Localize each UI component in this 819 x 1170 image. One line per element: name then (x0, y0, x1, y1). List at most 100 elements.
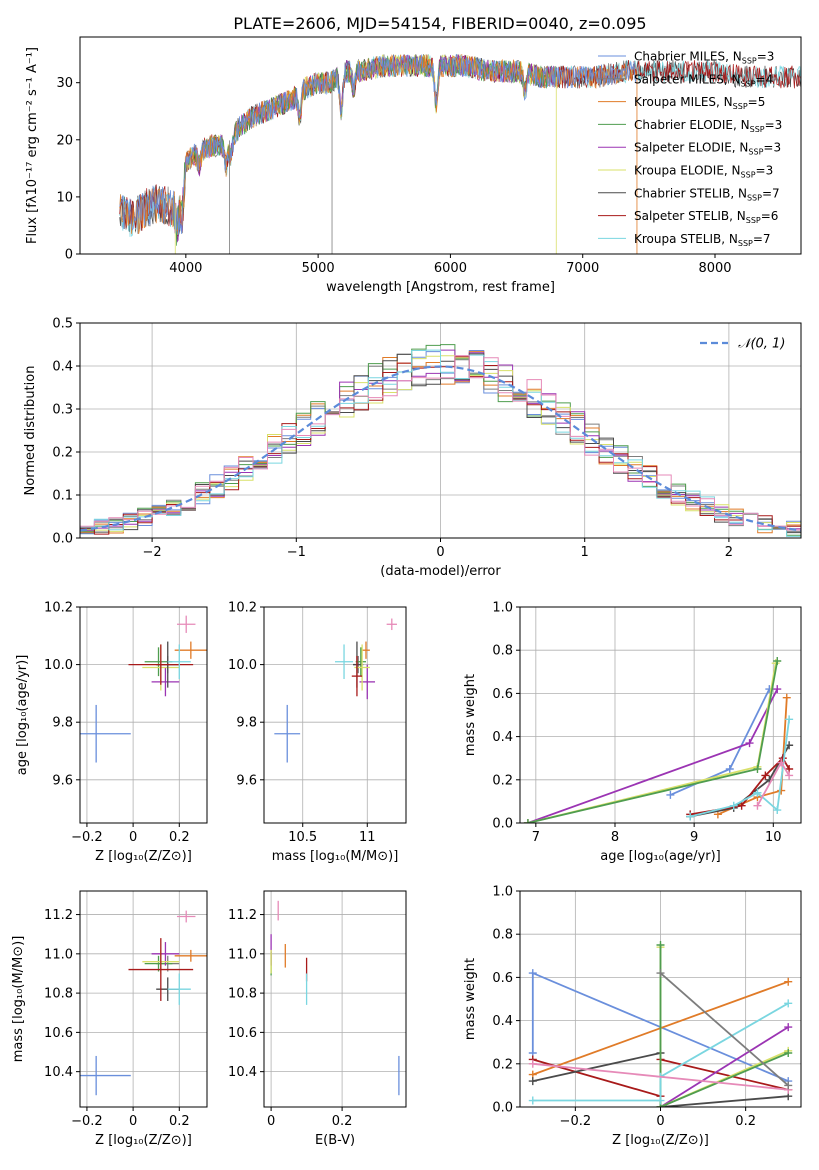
legend-label: Chabrier MILES, NSSP=3 (634, 50, 774, 66)
weight-marker-chabrier_miles (725, 765, 734, 773)
x-tick-label: 5000 (302, 261, 335, 276)
x-tick-label: 7000 (566, 261, 599, 276)
x-tick-label: 9 (690, 830, 698, 845)
x-tick-label: 11 (359, 830, 376, 845)
plot-area (528, 941, 793, 1107)
y-tick-label: 10 (56, 190, 73, 205)
legend-label: Chabrier ELODIE, NSSP=3 (634, 118, 782, 134)
y-tick-label: 10.0 (44, 658, 73, 673)
weight-vs-metallicity-panel: −0.2 0 0.2 0.0 0.2 0.4 0.6 0.8 1.0 Z [log₁₀(Z/Z⊙)… (463, 885, 802, 1148)
axes-frame (263, 890, 407, 1108)
weight-marker-chabrier_elodie (784, 1049, 793, 1057)
weight-marker-kroupa_stelib (729, 801, 738, 810)
x-tick-label: 0.2 (169, 830, 190, 845)
y-tick-label: 0.4 (52, 360, 73, 375)
y-tick-label: 20 (56, 133, 73, 148)
weight-line-chabrier_miles (670, 688, 771, 796)
y-tick-label: 1.0 (492, 885, 513, 900)
weight-marker-kroupa_stelib (528, 1096, 537, 1105)
gaussian-curve (80, 365, 801, 532)
x-axis-label: E(B-V) (315, 1133, 355, 1148)
x-tick-label: −0.2 (560, 1114, 592, 1129)
axes-frame (79, 36, 802, 255)
y-tick-label: 9.6 (52, 773, 73, 788)
y-axis-label: age [log₁₀(age/yr)] (15, 655, 30, 776)
y-tick-label: 10.6 (228, 1026, 257, 1041)
y-axis-label: Normed distribution (23, 366, 38, 496)
weight-line-chabrier_elodie (527, 660, 779, 823)
y-tick-label: 11.2 (44, 908, 73, 923)
spectrum-line-kroupa_elodie (172, 54, 557, 236)
y-axis-label: mass weight (463, 674, 478, 756)
x-tick-label: −2 (143, 545, 162, 560)
weight-line-kroupa_miles (717, 697, 788, 816)
weight-line-salpeter_elodie (660, 1026, 789, 1107)
x-tick-label: 0.2 (332, 1114, 353, 1129)
legend-label: Chabrier STELIB, NSSP=7 (634, 186, 780, 202)
y-tick-label: 0.2 (492, 1057, 513, 1072)
x-axis-label: mass [log₁₀(M/M⊙)] (272, 849, 399, 864)
y-tick-label: 0.1 (52, 489, 73, 504)
x-tick-label: 4000 (169, 261, 202, 276)
weight-marker-salpeter_elodie (784, 1023, 793, 1032)
y-tick-label: 9.6 (236, 773, 257, 788)
x-tick-label: 8 (611, 830, 619, 845)
y-tick-label: 11.2 (228, 908, 257, 923)
y-tick-label: 9.8 (236, 716, 257, 731)
weight-marker-salpeter_miles (784, 1081, 793, 1090)
histogram-step-chabrier_stelib (80, 353, 801, 534)
x-tick-label: 6000 (434, 261, 467, 276)
x-tick-label: 10 (765, 830, 782, 845)
axes-frame (79, 606, 208, 824)
gaussian-legend-label: 𝒩(0, 1) (738, 337, 785, 352)
weight-marker-pink (785, 771, 794, 780)
x-tick-label: 2 (725, 545, 733, 560)
legend-label: Kroupa STELIB, NSSP=7 (634, 232, 771, 248)
y-tick-label: 0 (65, 248, 73, 263)
weight-line-chabrier_elodie (659, 945, 789, 1107)
x-axis-label: Z [log₁₀(Z/Z⊙)] (612, 1133, 709, 1148)
age-vs-metallicity-panel: −0.2 0 0.2 9.6 9.8 10.0 10.2 Z [log₁₀(Z/Z⊙)] age… (15, 601, 208, 864)
weight-marker-chabrier_stelib (528, 1077, 537, 1086)
y-tick-label: 10.4 (44, 1065, 73, 1080)
y-axis-label: Flux [fλ10⁻¹⁷ erg cm⁻² s⁻¹ A⁻¹] (25, 47, 40, 244)
mass-vs-ebv-panel: 0 0.2 10.4 10.6 10.8 11.0 11.2 E(B-V) (228, 890, 407, 1148)
x-tick-label: 7 (532, 830, 540, 845)
legend-label: Salpeter MILES, NSSP=4 (634, 72, 773, 88)
weight-marker-salpeter_stelib (737, 801, 746, 810)
weight-line-kroupa_elodie (527, 663, 777, 823)
y-tick-label: 9.8 (52, 716, 73, 731)
weight-marker-kroupa_stelib (753, 788, 762, 797)
weight-marker-chabrier_miles (528, 969, 537, 978)
y-tick-label: 10.2 (228, 601, 257, 616)
weight-marker-kroupa_stelib (656, 1096, 665, 1105)
legend-label: Salpeter STELIB, NSSP=6 (634, 209, 778, 225)
age-vs-mass-panel: 10.5 11 9.6 9.8 10.0 10.2 mass [log₁₀(M/M⊙)] (228, 601, 407, 864)
legend-label: Salpeter ELODIE, NSSP=3 (634, 141, 781, 157)
y-tick-label: 0.8 (492, 644, 513, 659)
y-tick-label: 0.5 (52, 317, 73, 332)
plot-area (119, 53, 801, 254)
weight-marker-pink (753, 801, 762, 810)
weight-marker-salpeter_miles (656, 969, 665, 978)
weight-marker-chabrier_elodie (656, 941, 665, 949)
y-tick-label: 1.0 (492, 601, 513, 616)
y-tick-label: 10.8 (44, 987, 73, 1002)
y-tick-label: 0.0 (492, 1101, 513, 1116)
weight-marker-kroupa_stelib (784, 999, 793, 1008)
figure-title: PLATE=2606, MJD=54154, FIBERID=0040, z=0… (233, 14, 646, 33)
plot-area (523, 657, 794, 823)
y-tick-label: 0.8 (492, 928, 513, 943)
spectrum-line-chabrier_miles (119, 53, 637, 235)
weight-marker-kroupa_stelib (686, 812, 695, 821)
x-tick-label: −0.2 (71, 830, 103, 845)
x-axis-label: (data-model)/error (380, 564, 501, 579)
x-axis-label: age [log₁₀(age/yr)] (600, 849, 721, 864)
weight-marker-chabrier_elodie (523, 819, 532, 823)
histogram-step-kroupa_stelib (80, 349, 801, 537)
weight-marker-salpeter_elodie (745, 739, 754, 748)
plot-area (270, 900, 400, 1096)
x-axis-label: Z [log₁₀(Z/Z⊙)] (95, 849, 192, 864)
x-tick-label: 1 (581, 545, 589, 560)
histogram-step-pink (80, 355, 801, 531)
